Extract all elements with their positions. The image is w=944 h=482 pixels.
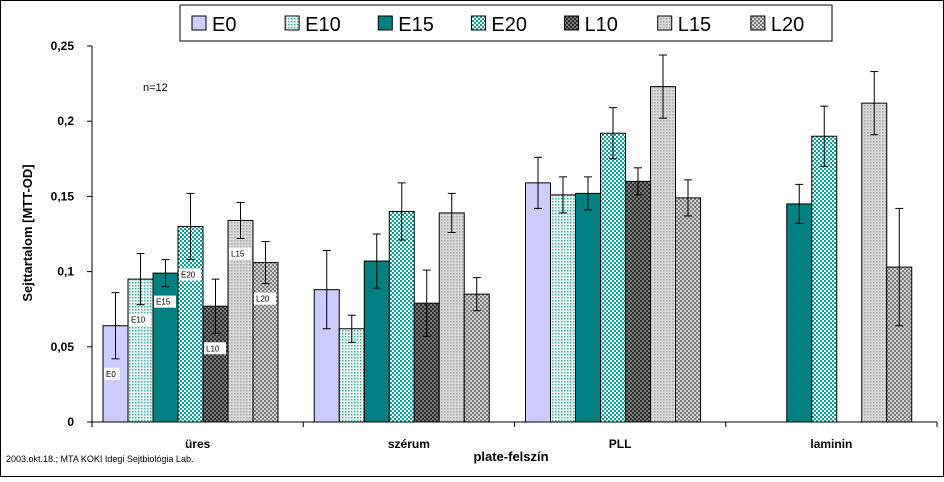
y-tick-label: 0,25 xyxy=(51,39,75,53)
bar-E10 xyxy=(550,194,576,423)
y-tick-label: 0,05 xyxy=(51,340,75,354)
legend-label-E20: E20 xyxy=(491,14,527,36)
bar-label-bg xyxy=(179,268,201,281)
x-axis-label: plate-felszín xyxy=(473,449,548,464)
bar-L15 xyxy=(438,212,465,423)
x-tick-label: laminin xyxy=(810,437,852,451)
bar-labels: E0 E10 E15 E20 L10 L15 L20 xyxy=(104,247,276,380)
legend-swatch-E15 xyxy=(377,15,393,31)
error-bars xyxy=(111,54,904,360)
bar-L15 xyxy=(861,102,888,423)
y-tick-label: 0,15 xyxy=(51,189,75,203)
x-tick-label: üres xyxy=(185,437,211,451)
bar-L10 xyxy=(625,180,651,423)
bar-L20 xyxy=(675,197,701,423)
bar-L15 xyxy=(650,86,676,423)
y-tick-label: 0 xyxy=(67,415,74,429)
bar-label-E10: E10 xyxy=(131,316,146,325)
y-tick-label: 0,2 xyxy=(57,114,74,128)
bar-label-bg xyxy=(229,247,251,260)
y-tick-label: 0,1 xyxy=(57,265,74,279)
x-tick-label: PLL xyxy=(609,437,632,451)
bar-label-E15: E15 xyxy=(156,298,171,307)
bar-label-L15: L15 xyxy=(231,250,245,259)
bar-label-bg xyxy=(254,292,276,305)
legend-label-L15: L15 xyxy=(678,14,711,36)
bar-E20 xyxy=(388,210,415,423)
legend-swatch-L15 xyxy=(657,15,673,31)
bar-label-bg xyxy=(154,295,176,308)
legend-swatch-L10 xyxy=(564,15,580,31)
bar-label-E20: E20 xyxy=(181,271,196,280)
legend-swatch-E10 xyxy=(284,15,300,31)
legend-label-E15: E15 xyxy=(398,14,434,36)
bar-L20 xyxy=(252,262,279,423)
legend-label-E0: E0 xyxy=(212,14,236,36)
bar-E15 xyxy=(575,192,601,423)
bar-E0 xyxy=(525,182,551,423)
x-tick-label: szérum xyxy=(388,437,430,451)
legend-label-L10: L10 xyxy=(585,14,618,36)
bar-E20 xyxy=(811,135,838,423)
sample-size-annotation: n=12 xyxy=(143,82,168,94)
bar-E15 xyxy=(152,272,179,423)
legend-swatch-L20 xyxy=(750,15,766,31)
bar-E15 xyxy=(786,203,813,423)
bar-label-L10: L10 xyxy=(206,344,220,353)
bar-label-bg xyxy=(129,313,151,326)
legend-label-L20: L20 xyxy=(771,14,804,36)
bar-label-E0: E0 xyxy=(106,370,116,379)
bar-label-L20: L20 xyxy=(256,295,270,304)
legend-swatch-E20 xyxy=(470,15,486,31)
bar-E20 xyxy=(600,132,626,423)
legend-swatch-E0 xyxy=(191,15,207,31)
bar-label-bg xyxy=(204,342,226,355)
bar-label-bg xyxy=(104,367,120,380)
footer-note: 2003.okt.18.; MTA KOKI Idegi Sejtbiológi… xyxy=(6,454,193,464)
legend-label-E10: E10 xyxy=(305,14,341,36)
bar-L20 xyxy=(463,293,490,423)
legend: E0 E10 E15 E20 L10 L15 L20 xyxy=(179,4,833,42)
y-axis-label: Sejttartalom [MTT-OD] xyxy=(20,164,35,301)
